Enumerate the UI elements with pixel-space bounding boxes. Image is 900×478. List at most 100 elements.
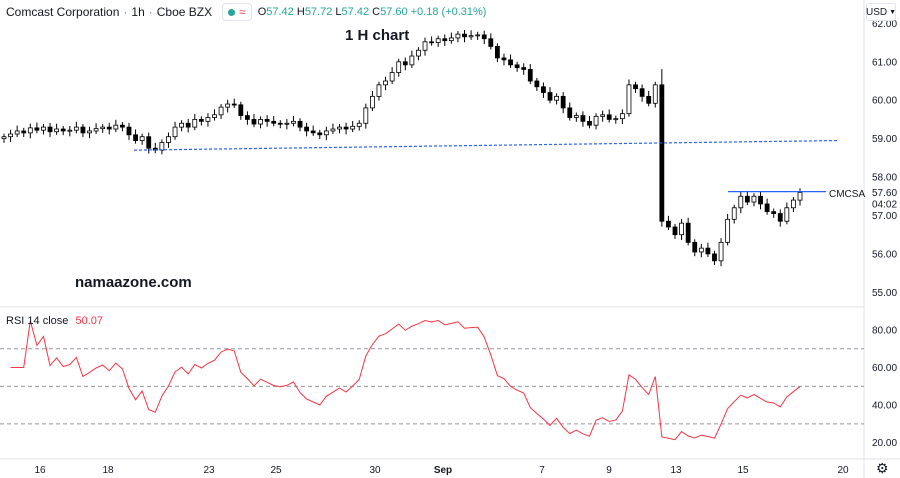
rsi-legend[interactable]: RSI 14 close 50.07 xyxy=(6,315,103,327)
support-trendline xyxy=(133,139,839,151)
candle-body xyxy=(264,119,270,122)
candle-body xyxy=(376,84,382,97)
candle-body xyxy=(613,118,619,121)
candle-body xyxy=(435,38,441,43)
candle-body xyxy=(784,207,790,222)
chart-header: Comcast Corporation · 1h · Cboe BZX ≈ O5… xyxy=(6,3,486,21)
candle-body xyxy=(73,126,79,131)
candle-body xyxy=(422,41,428,51)
candle-body xyxy=(646,95,652,104)
currency-button[interactable]: USD ▼ xyxy=(866,3,896,21)
price-tick-label: 56.00 xyxy=(872,249,897,260)
currency-label: USD xyxy=(865,6,888,18)
candle-body xyxy=(738,195,744,209)
rsi-tick-label: 20.00 xyxy=(872,438,897,449)
price-tick-label: 61.00 xyxy=(872,57,897,68)
candle-body xyxy=(442,38,448,42)
price-axis[interactable]: 62.00 61.00 60.00 59.00 58.00 57.6004:0257.00… xyxy=(866,19,900,299)
candle-body xyxy=(626,84,632,115)
price-tag-bg xyxy=(866,185,900,200)
candle-body xyxy=(41,126,46,131)
low-label: L xyxy=(335,6,342,18)
candle-body xyxy=(218,106,224,116)
symbol-line-label: CMCSA xyxy=(829,189,866,200)
candle-body xyxy=(396,61,402,73)
time-axis[interactable]: 16 18 23 25 30 Sep 7 9 13 15 20 xyxy=(34,465,849,476)
rsi-name: RSI xyxy=(6,315,25,327)
candle-body xyxy=(593,115,599,126)
candle-body xyxy=(698,247,704,253)
time-tick-label: 23 xyxy=(203,465,215,476)
candle-body xyxy=(8,133,13,138)
candle-body xyxy=(369,95,375,109)
gear-icon[interactable]: ⚙ xyxy=(876,460,889,476)
candle-body xyxy=(409,55,415,66)
interval-label[interactable]: 1h xyxy=(131,5,145,19)
symbol-name[interactable]: Comcast Corporation xyxy=(6,5,120,19)
time-tick-label: 13 xyxy=(670,465,682,476)
candle-body xyxy=(100,126,106,130)
candle-body xyxy=(600,114,606,117)
wave-icon: ≈ xyxy=(239,5,246,19)
candle-body xyxy=(14,130,20,135)
rsi-tick-label: 40.00 xyxy=(872,401,897,412)
candle-body xyxy=(508,59,513,66)
candle-body xyxy=(534,80,540,88)
candle-body xyxy=(271,120,277,124)
low-value: 57.42 xyxy=(341,6,370,18)
chevron-down-icon: ▼ xyxy=(889,8,897,16)
candle-body xyxy=(323,130,329,136)
price-tick-label: 62.00 xyxy=(872,19,897,30)
rsi-axis[interactable]: 80.00 60.00 40.00 20.00 xyxy=(872,326,897,450)
candle-body xyxy=(212,114,217,118)
candle-body xyxy=(47,126,53,133)
candle-body xyxy=(1,136,7,140)
candle-body xyxy=(337,126,342,130)
time-tick-label: 15 xyxy=(737,465,749,476)
candle-body xyxy=(34,127,40,131)
candle-body xyxy=(277,122,283,125)
candle-body xyxy=(192,119,198,128)
drawings[interactable] xyxy=(133,139,839,193)
time-tick-label: 20 xyxy=(837,465,849,476)
market-status-pill[interactable]: ≈ xyxy=(222,3,252,21)
candle-body xyxy=(93,128,99,132)
candle-body xyxy=(343,126,349,130)
high-value: 57.72 xyxy=(304,6,333,18)
candle-body xyxy=(146,136,152,149)
candle-body xyxy=(554,95,559,101)
rsi-line xyxy=(10,319,801,441)
candle-body xyxy=(172,126,178,138)
candle-body xyxy=(363,107,369,124)
candle-body xyxy=(639,88,645,97)
candle-body xyxy=(159,142,165,151)
candle-body xyxy=(60,128,66,132)
candle-body xyxy=(87,130,92,134)
candle-body xyxy=(777,213,783,222)
change-value: +0.18 (+0.31%) xyxy=(410,6,487,18)
candle-body xyxy=(580,115,586,122)
candle-body xyxy=(679,222,684,236)
candle-body xyxy=(166,136,171,143)
candle-body xyxy=(106,126,112,130)
candle-body xyxy=(389,72,395,82)
candle-body xyxy=(297,120,303,128)
candle-body xyxy=(771,211,777,214)
candle-body xyxy=(587,120,592,126)
rsi-value: 50.07 xyxy=(75,315,103,327)
candle-body xyxy=(67,129,73,132)
candle-body xyxy=(284,122,290,125)
rsi-tick-label: 80.00 xyxy=(872,326,897,337)
candle-body xyxy=(560,95,566,109)
exchange-label: Cboe BZX xyxy=(156,5,213,19)
candle-body xyxy=(310,130,316,134)
open-label: O xyxy=(257,6,267,18)
candle-body xyxy=(126,126,132,136)
candle-body xyxy=(606,114,612,120)
market-status-dot xyxy=(228,8,236,16)
candle-body xyxy=(179,122,185,128)
candle-body xyxy=(113,124,119,130)
candle-body xyxy=(317,132,323,136)
candle-body xyxy=(238,104,244,116)
